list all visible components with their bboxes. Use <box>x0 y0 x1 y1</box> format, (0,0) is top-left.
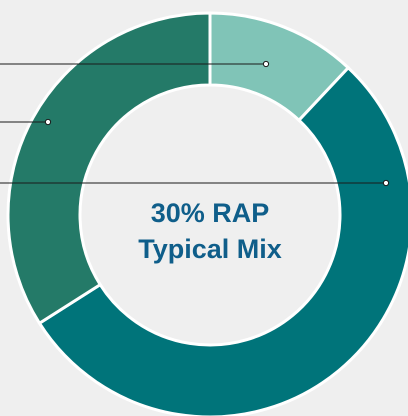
donut-segments <box>6 11 408 416</box>
donut-segment-3 <box>6 11 212 325</box>
center-label-line-2: Typical Mix <box>138 234 282 264</box>
leader-lines <box>0 60 390 187</box>
leader-dot-3 <box>382 179 390 187</box>
leader-dot-2 <box>44 118 52 126</box>
leader-dot-1 <box>262 60 270 68</box>
center-label-line-1: 30% RAP <box>151 198 270 228</box>
